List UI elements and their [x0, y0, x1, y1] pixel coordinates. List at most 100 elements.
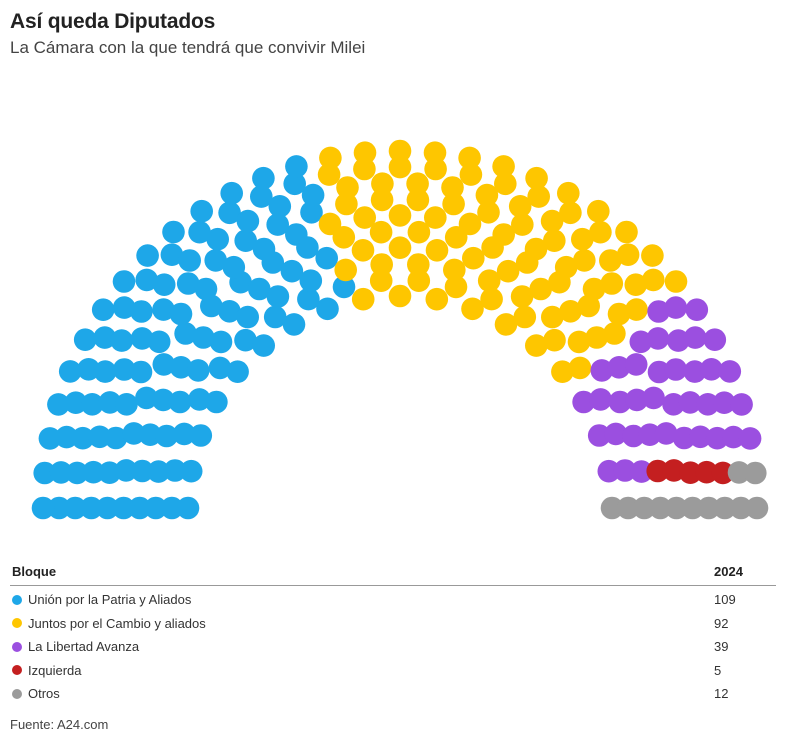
seat-dot	[664, 270, 688, 293]
seat-dot	[589, 388, 612, 411]
seat-dot	[282, 313, 306, 336]
seat-dot	[587, 199, 610, 223]
parliament-chart	[31, 139, 769, 520]
seat-dot	[234, 229, 257, 252]
seat-dot	[559, 201, 582, 225]
seat-dot	[494, 313, 518, 336]
seat-dot	[65, 461, 89, 485]
seat-dot	[186, 359, 210, 382]
seat-dot	[590, 359, 614, 382]
seat-dot	[204, 249, 227, 272]
seat-dot	[548, 270, 571, 294]
seat-dot	[406, 172, 429, 195]
seat-dot	[209, 330, 233, 354]
seat-dot	[647, 360, 671, 384]
seat-dot	[112, 270, 136, 293]
seat-dot	[681, 496, 704, 520]
seat-dot	[625, 388, 649, 412]
seat-dot	[370, 253, 394, 276]
seat-dot	[151, 388, 175, 412]
seat-dot	[683, 326, 707, 349]
row-value: 39	[714, 639, 729, 655]
seat-dot	[71, 426, 95, 450]
seat-dot	[249, 185, 273, 208]
seat-dot	[104, 426, 128, 450]
seat-dot	[261, 251, 285, 274]
seat-dot	[283, 172, 307, 196]
seat-dot	[559, 300, 582, 323]
seat-dot	[492, 223, 515, 246]
table-header: Bloque 2024	[10, 560, 776, 586]
seat-dot	[192, 326, 215, 349]
seat-dot	[110, 329, 133, 352]
seat-dot	[407, 253, 430, 276]
seat-dot	[624, 353, 648, 376]
seat-dot	[200, 294, 223, 318]
seat-dot	[218, 300, 241, 323]
seat-dot	[600, 496, 624, 520]
seat-dot	[477, 269, 501, 292]
seat-dot	[49, 461, 73, 484]
seat-dot	[508, 195, 532, 218]
seat-dot	[98, 461, 121, 485]
seat-dot	[711, 461, 735, 485]
seat-dot	[58, 360, 82, 383]
seat-dot	[152, 353, 176, 376]
legend-swatch-icon	[12, 594, 22, 605]
seat-dot	[744, 461, 767, 485]
seat-dot	[301, 183, 325, 207]
seat-dot	[130, 300, 153, 323]
seat-dot	[266, 213, 290, 236]
seat-dot	[407, 269, 431, 292]
seat-dot	[525, 334, 548, 357]
seat-dot	[93, 326, 117, 349]
seat-dot	[299, 269, 323, 292]
seat-dot	[696, 393, 720, 416]
seat-dot	[351, 287, 375, 311]
seat-dot	[616, 496, 640, 520]
seat-dot	[557, 181, 580, 205]
seat-dot	[280, 259, 304, 283]
seat-dot	[705, 426, 729, 450]
col-header-year: 2024	[714, 564, 743, 579]
seat-dot	[300, 201, 323, 224]
seat-dot	[88, 425, 111, 449]
source-note: Fuente: A24.com	[10, 717, 109, 732]
seat-dot	[683, 360, 707, 383]
seat-dot	[77, 358, 100, 381]
table-row: La Libertad Avanza 39	[10, 635, 776, 659]
seat-dot	[667, 329, 690, 352]
seat-dot	[541, 305, 564, 329]
seat-dot	[604, 422, 628, 446]
row-value: 5	[714, 662, 722, 678]
legend-swatch-icon	[12, 618, 22, 629]
table-row: Otros 12	[10, 682, 776, 706]
seat-dot	[629, 330, 653, 354]
seat-dot	[98, 391, 122, 414]
seat-dot	[336, 176, 359, 199]
seat-dot	[425, 239, 449, 262]
seat-dot	[370, 188, 394, 212]
seat-dot	[647, 300, 670, 323]
row-label-group: Juntos por el Cambio y aliados	[12, 616, 206, 631]
seat-dot	[388, 284, 412, 308]
seat-dot	[492, 155, 515, 178]
row-label: Unión por la Patria y Aliados	[28, 592, 192, 608]
seat-dot	[654, 422, 678, 445]
seat-dot	[745, 496, 769, 520]
legend-swatch-icon	[12, 641, 22, 652]
seat-dot	[477, 201, 500, 224]
row-value: 12	[714, 686, 729, 702]
seat-dot	[425, 287, 449, 311]
seat-dot	[443, 258, 466, 282]
seat-dot	[317, 163, 341, 186]
seat-dot	[510, 285, 534, 308]
seat-dot	[642, 268, 665, 292]
seat-dot	[689, 425, 712, 449]
seat-dot	[266, 285, 290, 308]
row-value: 109	[714, 592, 736, 608]
seat-table: Bloque 2024 Unión por la Patria y Aliado…	[10, 560, 776, 706]
seat-dot	[649, 496, 672, 520]
seat-dot	[679, 461, 702, 485]
seat-dot	[511, 213, 534, 236]
